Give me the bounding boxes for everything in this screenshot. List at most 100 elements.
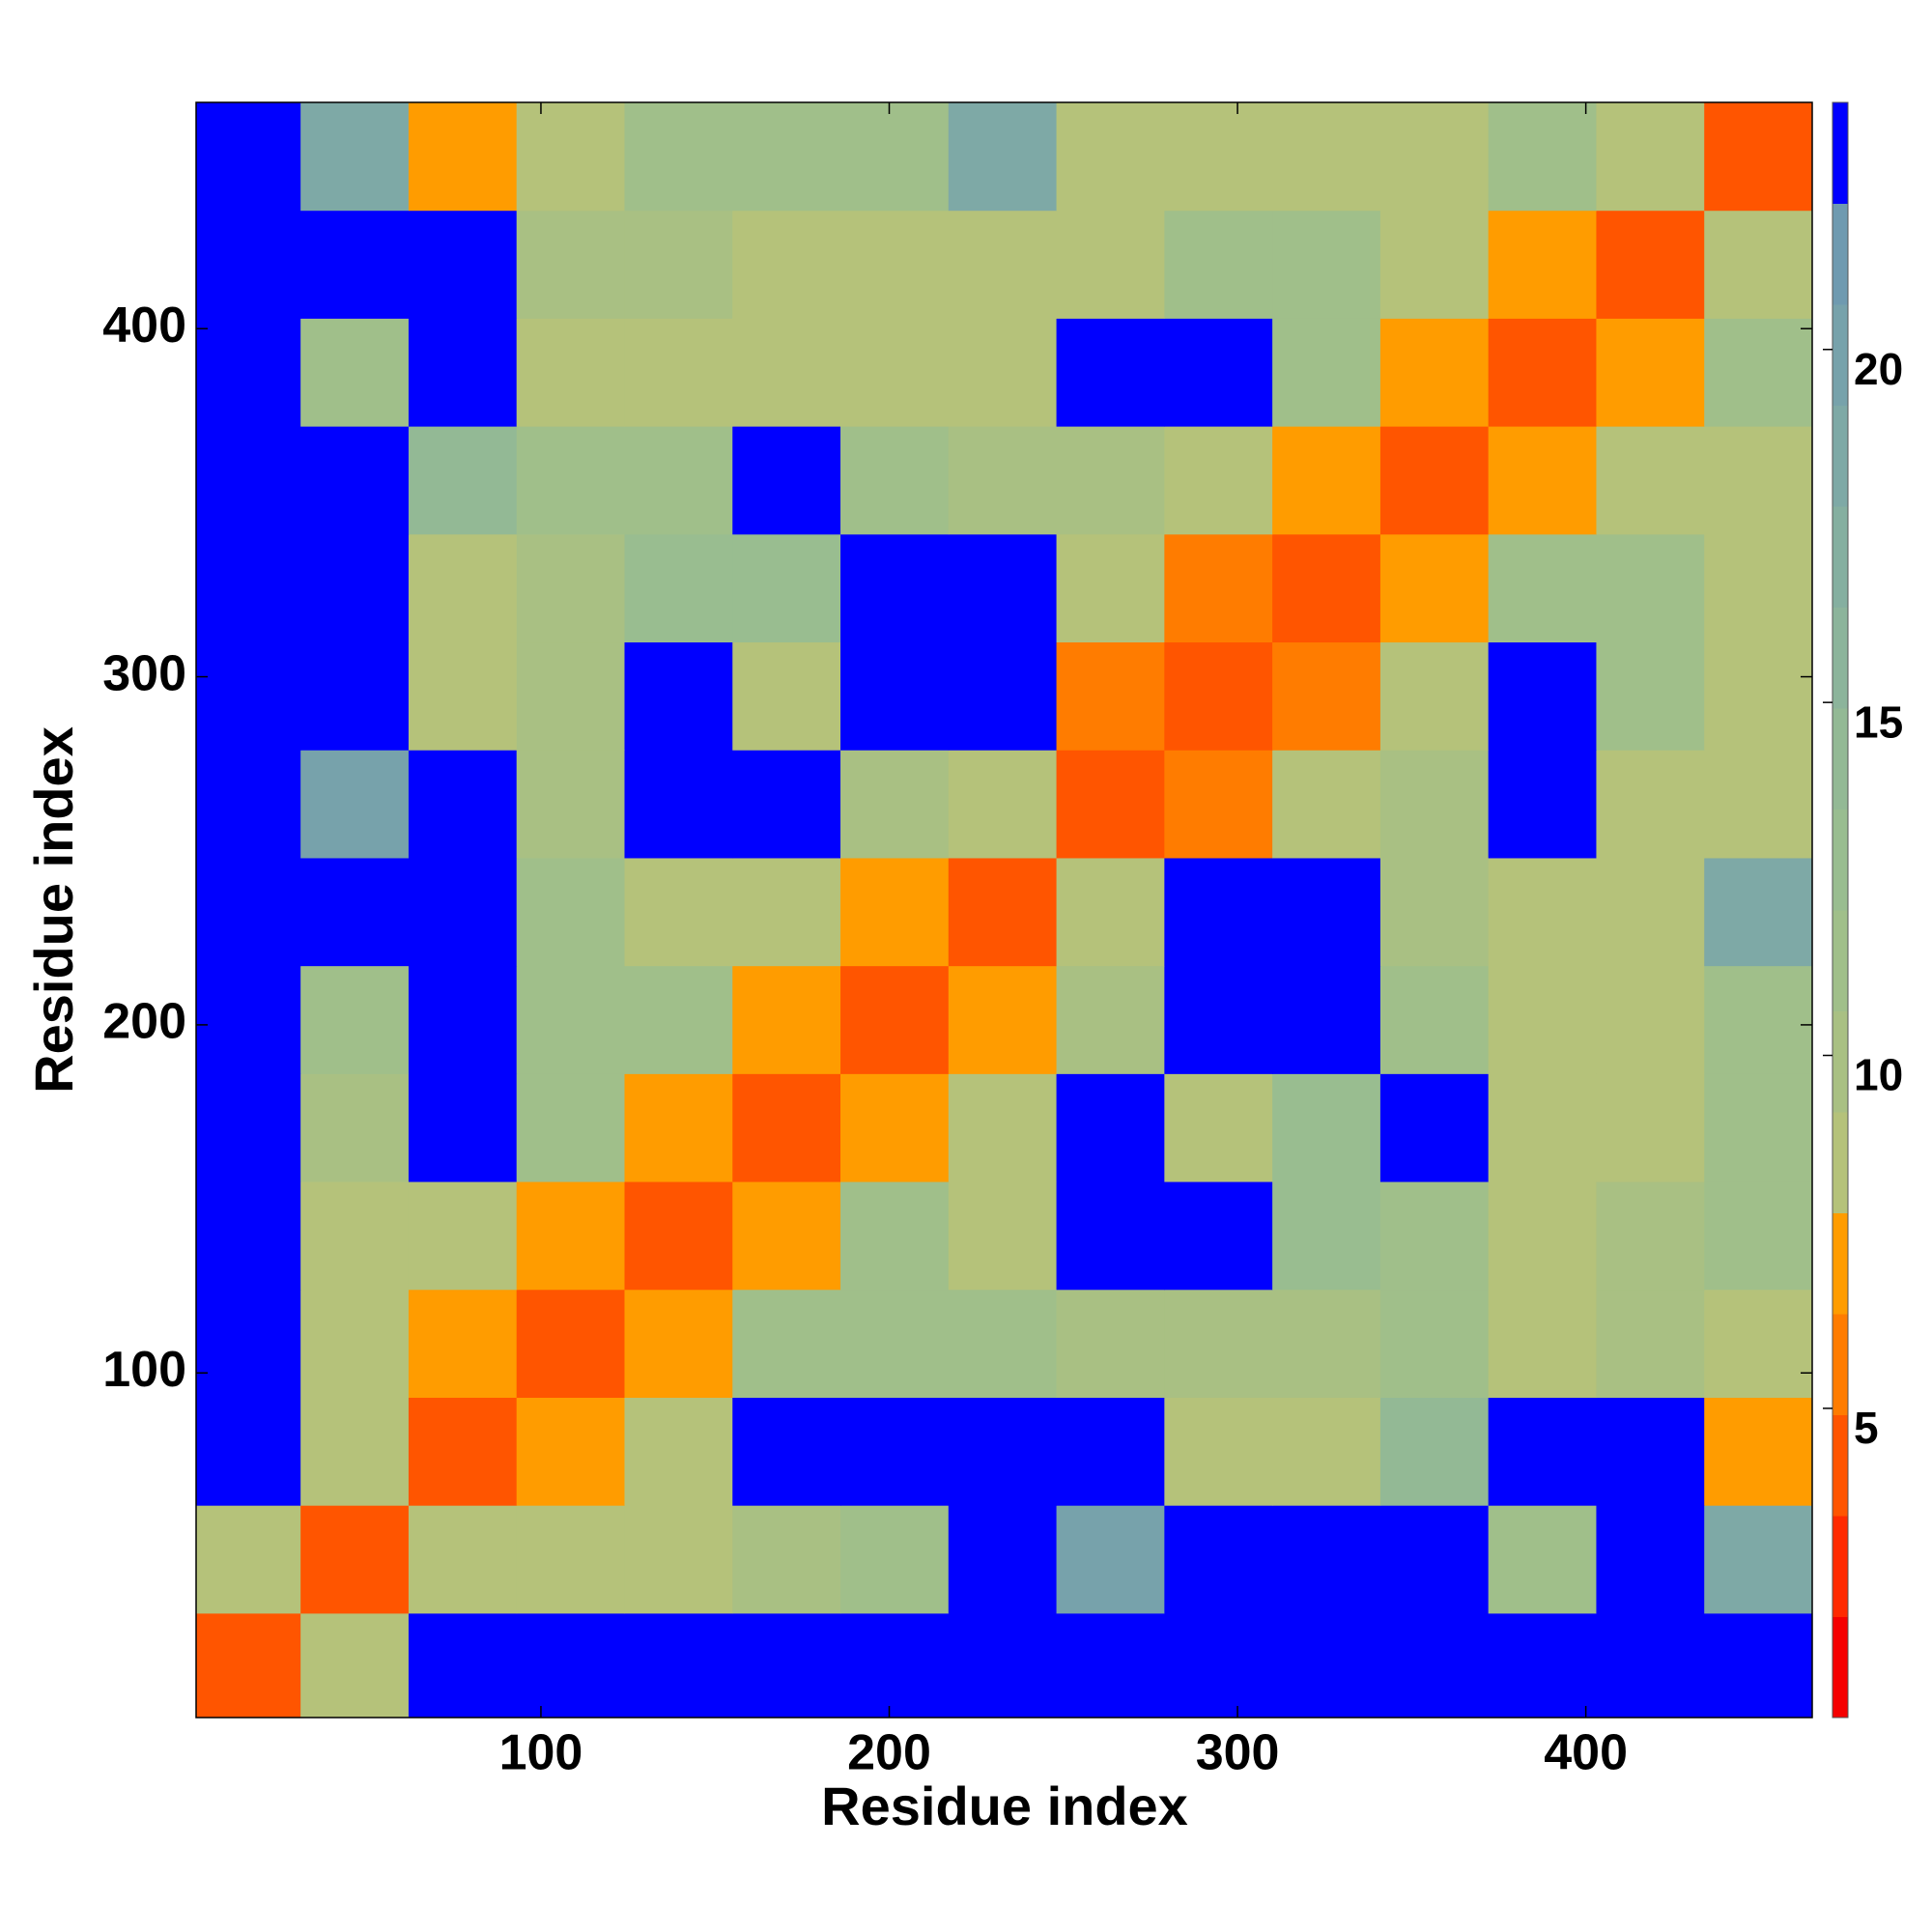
heatmap-cell bbox=[1596, 1612, 1705, 1718]
heatmap-cell bbox=[948, 965, 1058, 1074]
heatmap-cell bbox=[1488, 1397, 1597, 1506]
heatmap-cell bbox=[408, 857, 518, 967]
heatmap-cell bbox=[1704, 1181, 1812, 1291]
heatmap-cell bbox=[1379, 1073, 1490, 1182]
heatmap-cell bbox=[1488, 102, 1597, 212]
heatmap-cell bbox=[732, 1073, 841, 1182]
heatmap-cell bbox=[1704, 1397, 1812, 1506]
heatmap-cell bbox=[1488, 641, 1597, 751]
heatmap-cell bbox=[1596, 318, 1705, 427]
heatmap-cell bbox=[1164, 965, 1273, 1074]
heatmap-cell bbox=[516, 210, 625, 319]
colorbar-band bbox=[1833, 102, 1848, 204]
heatmap-cell bbox=[840, 210, 950, 319]
heatmap-cell bbox=[300, 750, 410, 859]
heatmap-cell bbox=[624, 750, 733, 859]
heatmap-cell bbox=[516, 857, 625, 967]
heatmap-cell bbox=[196, 1397, 301, 1506]
heatmap-cell bbox=[948, 210, 1058, 319]
x-tick-label: 100 bbox=[499, 1725, 583, 1781]
heatmap-cell bbox=[300, 102, 410, 212]
heatmap-cell bbox=[408, 1289, 518, 1398]
colorbar-band bbox=[1833, 1616, 1848, 1719]
heatmap-cell bbox=[1704, 102, 1812, 212]
heatmap-cell bbox=[1164, 1612, 1273, 1718]
colorbar-tick-label: 15 bbox=[1854, 696, 1903, 747]
heatmap-cell bbox=[408, 210, 518, 319]
heatmap-cell bbox=[1488, 965, 1597, 1074]
heatmap-cell bbox=[1164, 210, 1273, 319]
heatmap-cell bbox=[1272, 1073, 1381, 1182]
heatmap-cell bbox=[1056, 1397, 1165, 1506]
heatmap-cell bbox=[840, 1289, 950, 1398]
heatmap-cell bbox=[732, 1612, 841, 1718]
heatmap-cell bbox=[1056, 641, 1165, 751]
colorbar-band bbox=[1833, 405, 1848, 507]
heatmap-cell bbox=[300, 1289, 410, 1398]
heatmap-cell bbox=[732, 210, 841, 319]
heatmap-cell bbox=[1164, 1289, 1273, 1398]
heatmap-cell bbox=[516, 426, 625, 535]
heatmap-cell bbox=[1704, 857, 1812, 967]
heatmap-cell bbox=[1056, 1612, 1165, 1718]
heatmap-cell bbox=[840, 102, 950, 212]
heatmap-cell bbox=[1056, 1181, 1165, 1291]
heatmap-cell bbox=[516, 1397, 625, 1506]
heatmap-cell bbox=[300, 857, 410, 967]
heatmap-cell bbox=[1704, 750, 1812, 859]
heatmap-cell bbox=[1056, 102, 1165, 212]
heatmap-cell bbox=[1164, 1181, 1273, 1291]
heatmap-cell bbox=[196, 1505, 301, 1614]
heatmap-cell bbox=[196, 641, 301, 751]
heatmap-cell bbox=[408, 426, 518, 535]
heatmap-cell bbox=[196, 965, 301, 1074]
heatmap-cell bbox=[948, 1397, 1058, 1506]
heatmap-cell bbox=[196, 210, 301, 319]
heatmap-cell bbox=[1596, 1073, 1705, 1182]
heatmap-cell bbox=[1488, 533, 1597, 643]
colorbar-band bbox=[1833, 1314, 1848, 1415]
heatmap-cell bbox=[948, 1289, 1058, 1398]
heatmap-cell bbox=[1596, 641, 1705, 751]
heatmap-cell bbox=[624, 1397, 733, 1506]
heatmap-cell bbox=[516, 750, 625, 859]
heatmap-cell bbox=[1164, 318, 1273, 427]
heatmap-cell bbox=[840, 641, 950, 751]
heatmap-cell bbox=[948, 102, 1058, 212]
colorbar-band bbox=[1833, 506, 1848, 608]
heatmap-cell bbox=[516, 1612, 625, 1718]
heatmap-cell bbox=[516, 102, 625, 212]
heatmap-cell bbox=[1596, 1181, 1705, 1291]
heatmap-cell bbox=[1056, 426, 1165, 535]
heatmap-cell bbox=[732, 641, 841, 751]
heatmap-cell bbox=[840, 426, 950, 535]
colorbar-band bbox=[1833, 304, 1848, 406]
heatmap-cell bbox=[948, 318, 1058, 427]
heatmap-cell bbox=[624, 533, 733, 643]
heatmap-cell bbox=[624, 102, 733, 212]
heatmap bbox=[196, 102, 1812, 1718]
heatmap-cell bbox=[1379, 210, 1490, 319]
heatmap-cell bbox=[732, 965, 841, 1074]
heatmap-cell bbox=[1164, 641, 1273, 751]
colorbar-band bbox=[1833, 203, 1848, 305]
x-axis-label: Residue index bbox=[821, 1776, 1188, 1836]
colorbar-band bbox=[1833, 1010, 1848, 1113]
heatmap-cell bbox=[1272, 1397, 1381, 1506]
heatmap-cell bbox=[948, 1505, 1058, 1614]
heatmap-cell bbox=[1704, 318, 1812, 427]
heatmap-cell bbox=[1379, 102, 1490, 212]
heatmap-cell bbox=[1272, 318, 1381, 427]
heatmap-cell bbox=[1272, 965, 1381, 1074]
heatmap-cell bbox=[1379, 965, 1490, 1074]
heatmap-cell bbox=[1272, 210, 1381, 319]
heatmap-cell bbox=[300, 1505, 410, 1614]
heatmap-cell bbox=[732, 1181, 841, 1291]
heatmap-cell bbox=[1272, 857, 1381, 967]
heatmap-cell bbox=[408, 533, 518, 643]
heatmap-cell bbox=[1596, 857, 1705, 967]
heatmap-cell bbox=[408, 750, 518, 859]
heatmap-cell bbox=[1488, 1181, 1597, 1291]
heatmap-cell bbox=[516, 1073, 625, 1182]
heatmap-cell bbox=[624, 210, 733, 319]
